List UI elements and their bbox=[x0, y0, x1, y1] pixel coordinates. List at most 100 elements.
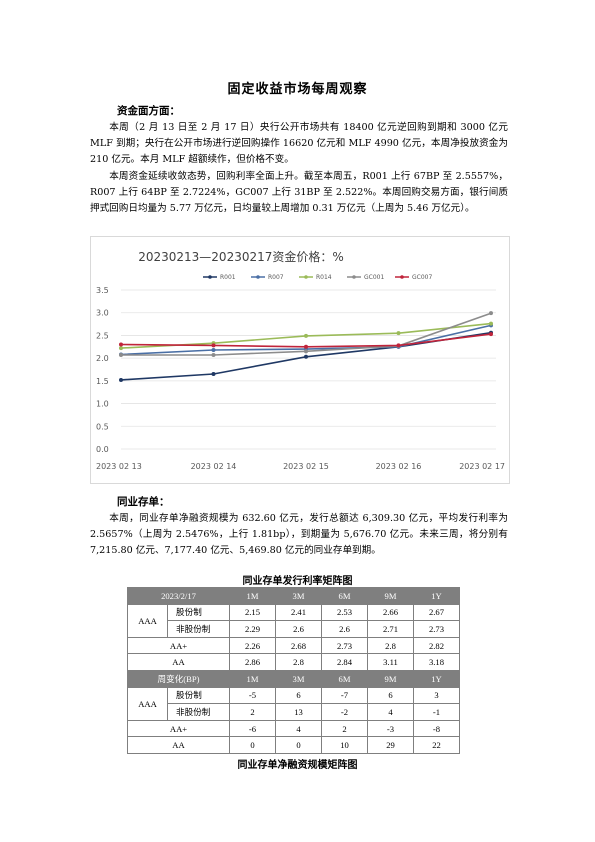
table-cell: 2.15 bbox=[229, 603, 276, 622]
table-row: AAA 股份制 -5 6 -7 6 3 bbox=[127, 686, 460, 721]
table-cell: 2.68 bbox=[275, 636, 322, 655]
legend-label: GC001 bbox=[364, 274, 384, 281]
row-group-aaa: AAA bbox=[127, 686, 168, 721]
table-caption: 同业存单发行利率矩阵图 bbox=[242, 576, 353, 587]
table-cell: 0 bbox=[275, 736, 322, 754]
chart-x-axis: 2023 02 13 2023 02 14 2023 02 15 2023 02 16… bbox=[96, 462, 505, 471]
rate-chart-svg: 20230213—20230217资金价格：% R001 R007 R014 GC00… bbox=[96, 249, 505, 471]
chart-y-axis: 0.0 0.5 1.0 1.5 2.0 2.5 3.0 3.5 bbox=[96, 286, 109, 454]
x-tick-label: 2023 02 13 bbox=[96, 462, 142, 471]
chart-title: 20230213—20230217资金价格：% bbox=[138, 249, 344, 264]
table-cell: 2.26 bbox=[229, 636, 276, 655]
y-tick-label: 3.5 bbox=[96, 286, 109, 295]
table-cell: 2.73 bbox=[321, 636, 368, 655]
data-point-gc001 bbox=[489, 311, 493, 316]
table-cell: 2.67 bbox=[413, 603, 460, 622]
y-tick-label: 0.5 bbox=[96, 422, 109, 431]
row-label: AA bbox=[127, 653, 230, 671]
table-cell: 29 bbox=[367, 736, 414, 754]
data-point-gc007 bbox=[119, 342, 123, 347]
table-cell: 2.53 bbox=[321, 603, 368, 622]
legend-marker bbox=[352, 275, 356, 279]
legend-marker bbox=[256, 275, 260, 279]
table-cell: 2.66 bbox=[367, 603, 414, 622]
header-6m: 6M bbox=[321, 669, 368, 688]
y-tick-label: 2.0 bbox=[96, 354, 109, 363]
row-label: AA+ bbox=[127, 719, 230, 738]
data-point-r014 bbox=[119, 346, 123, 351]
section-heading-funding: 资金面方面： bbox=[117, 105, 180, 117]
table-row: 非股份制 2.29 2.6 2.6 2.71 2.73 bbox=[128, 620, 460, 638]
data-point-r007 bbox=[211, 347, 216, 352]
header-3m: 3M bbox=[275, 587, 322, 605]
table-cell: -2 bbox=[321, 703, 368, 721]
table-cell: -8 bbox=[413, 719, 460, 738]
data-point-gc007 bbox=[396, 343, 401, 348]
data-point-gc007 bbox=[211, 343, 216, 348]
y-tick-label: 1.5 bbox=[96, 377, 109, 386]
data-point-r014 bbox=[304, 333, 308, 338]
legend-label: GC007 bbox=[412, 274, 432, 281]
table-cell: 10 bbox=[321, 736, 368, 754]
row-label: 非股份制 bbox=[167, 703, 230, 721]
page-title: 固定收益市场每周观察 bbox=[227, 82, 368, 97]
rate-chart: 20230213—20230217资金价格：% R001 R007 R014 GC00… bbox=[90, 236, 510, 484]
y-tick-label: 0.0 bbox=[96, 445, 109, 454]
data-point-gc007 bbox=[304, 344, 308, 349]
table-cell: 22 bbox=[413, 736, 460, 754]
ncd-paragraph-1: 本周，同业存单净融资规模为 632.60 亿元，发行总额达 6,309.30 亿… bbox=[90, 513, 508, 557]
table-cell: -3 bbox=[367, 719, 414, 738]
chart-series bbox=[119, 311, 493, 382]
data-point-r001 bbox=[119, 377, 123, 382]
table-cell: -6 bbox=[229, 719, 276, 738]
table-cell: -5 bbox=[229, 686, 276, 705]
x-tick-label: 2023 02 16 bbox=[376, 462, 422, 471]
funding-paragraphs: 本周（2 月 13 日至 2 月 17 日）央行公开市场共有 18400 亿元逆… bbox=[90, 120, 508, 217]
table-cell: 2.71 bbox=[367, 620, 414, 638]
footer-caption: 同业存单净融资规模矩阵图 bbox=[237, 760, 358, 771]
y-tick-label: 2.5 bbox=[96, 331, 109, 340]
table-cell: -7 bbox=[321, 686, 368, 705]
table-cell: 4 bbox=[367, 703, 414, 721]
legend-label: R014 bbox=[316, 274, 332, 281]
legend-marker bbox=[400, 275, 404, 279]
row-group-aaa: AAA bbox=[127, 603, 168, 638]
x-tick-label: 2023 02 15 bbox=[283, 462, 329, 471]
table-cell: 2.8 bbox=[367, 636, 414, 655]
table-cell: 2.6 bbox=[321, 620, 368, 638]
table-cell: 4 bbox=[275, 719, 322, 738]
table-cell: 3.18 bbox=[413, 653, 460, 671]
header-1y: 1Y bbox=[413, 669, 460, 688]
table-cell: 3.11 bbox=[367, 653, 414, 671]
table-cell: 0 bbox=[229, 736, 276, 754]
table-cell: 2.84 bbox=[321, 653, 368, 671]
data-point-gc001 bbox=[119, 352, 123, 357]
table-cell: 6 bbox=[367, 686, 414, 705]
legend-label: R001 bbox=[220, 274, 236, 281]
data-point-r014 bbox=[489, 321, 493, 326]
ncd-rate-matrix: 2023/2/17 1M 3M 6M 9M 1Y AAA 股份制 2.15 2.… bbox=[127, 587, 460, 754]
legend-marker bbox=[304, 275, 308, 279]
table-cell: 2.8 bbox=[275, 653, 322, 671]
header-6m: 6M bbox=[321, 587, 368, 605]
table-header-row: 周变化(BP) 1M 3M 6M 9M 1Y bbox=[127, 669, 460, 688]
header-weekly-change: 周变化(BP) bbox=[127, 669, 230, 688]
row-label: AA+ bbox=[127, 636, 230, 655]
table-cell: 2.41 bbox=[275, 603, 322, 622]
header-date: 2023/2/17 bbox=[127, 587, 230, 605]
table-row: AA+ 2.26 2.68 2.73 2.8 2.82 bbox=[127, 636, 460, 655]
table-cell: 2 bbox=[229, 703, 276, 721]
data-point-gc001 bbox=[211, 352, 216, 357]
table-cell: 2.86 bbox=[229, 653, 276, 671]
table-cell: -1 bbox=[413, 703, 460, 721]
data-point-r014 bbox=[396, 331, 401, 336]
row-label: 股份制 bbox=[167, 686, 230, 705]
header-1y: 1Y bbox=[413, 587, 460, 605]
table-row: AA+ -6 4 2 -3 -8 bbox=[127, 719, 460, 738]
y-tick-label: 3.0 bbox=[96, 309, 109, 318]
table-cell: 6 bbox=[275, 686, 322, 705]
legend-marker bbox=[208, 275, 212, 279]
row-label: AA bbox=[127, 736, 230, 754]
y-tick-label: 1.0 bbox=[96, 400, 109, 409]
header-1m: 1M bbox=[229, 587, 276, 605]
